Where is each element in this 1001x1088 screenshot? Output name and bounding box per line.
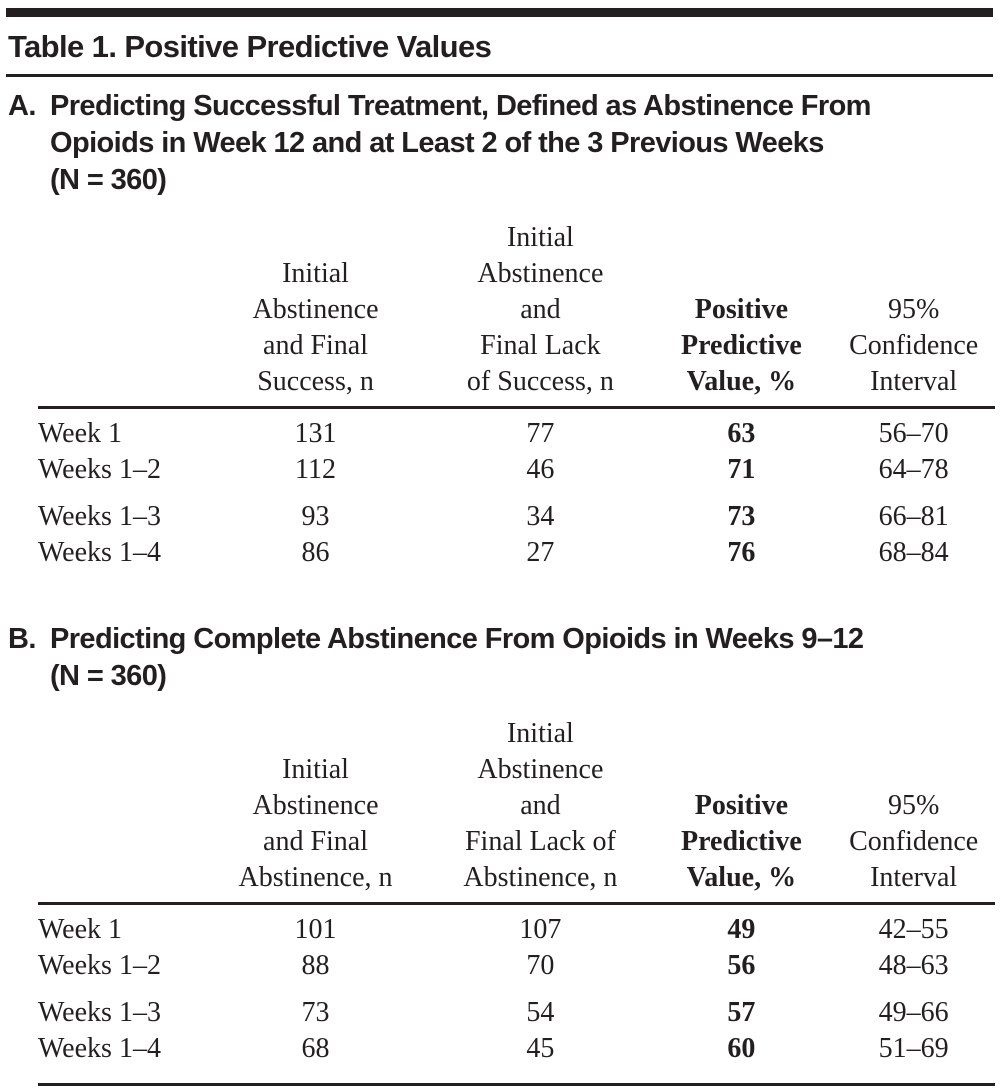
column-header-ppv: Positive Predictive Value, % [650, 716, 833, 905]
column-header-initial-lack: Initial Abstinence and Final Lack of Abs… [430, 716, 651, 905]
ci-cell: 42–55 [878, 914, 949, 945]
row-label-cell: Weeks 1–2 [38, 454, 161, 485]
initial-lack-cell: 46 [526, 454, 555, 485]
section-a-heading: A. Predicting Successful Treatment, Defi… [8, 88, 993, 199]
table-row: Weeks 1–4 68 45 60 51–69 [38, 1031, 995, 1085]
column-header-ci: 95% Confidence Interval [832, 716, 995, 905]
ppv-cell: 60 [727, 1033, 756, 1064]
section-b-header-row: Initial Abstinence and Final Abstinence,… [38, 716, 995, 905]
column-header-empty [38, 220, 201, 409]
initial-lack-cell: 27 [526, 537, 555, 568]
column-header-empty [38, 716, 201, 905]
title-divider-rule [6, 74, 993, 77]
ppv-cell: 76 [727, 537, 756, 568]
initial-final-cell: 112 [295, 454, 336, 485]
ppv-cell: 57 [727, 997, 756, 1028]
section-b-heading-text: Predicting Complete Abstinence From Opio… [50, 623, 864, 692]
initial-final-cell: 86 [301, 537, 330, 568]
column-header-initial-lack: Initial Abstinence and Final Lack of Suc… [430, 220, 651, 409]
table-row: Week 1 131 77 63 56–70 [38, 408, 995, 453]
table-row: Weeks 1–2 88 70 56 48–63 [38, 948, 995, 984]
row-label-cell: Week 1 [38, 914, 123, 945]
table-title: Table 1. Positive Predictive Values [8, 29, 492, 64]
ppv-cell: 71 [727, 454, 756, 485]
initial-final-cell: 73 [301, 997, 330, 1028]
column-header-ppv: Positive Predictive Value, % [650, 220, 833, 409]
initial-final-cell: 101 [294, 914, 337, 945]
initial-lack-cell: 107 [519, 914, 562, 945]
ci-cell: 48–63 [878, 950, 949, 981]
ci-cell: 68–84 [878, 537, 949, 568]
ppv-cell: 49 [727, 914, 756, 945]
column-header-initial-final: Initial Abstinence and Final Abstinence,… [200, 716, 431, 905]
initial-lack-cell: 70 [526, 950, 555, 981]
section-b-marker: B. [8, 623, 36, 655]
column-header-initial-final: Initial Abstinence and Final Success, n [200, 220, 431, 409]
row-label-cell: Weeks 1–2 [38, 950, 161, 981]
initial-final-cell: 93 [301, 501, 330, 532]
top-rule-bar [6, 8, 993, 17]
section-a-table: Initial Abstinence and Final Success, n … [38, 220, 995, 571]
section-a-heading-text: Predicting Successful Treatment, Defined… [50, 90, 871, 196]
row-label-cell: Weeks 1–3 [38, 997, 161, 1028]
table-row: Weeks 1–3 73 54 57 49–66 [38, 984, 995, 1031]
table-row: Weeks 1–2 112 46 71 64–78 [38, 452, 995, 488]
section-b-table: Initial Abstinence and Final Abstinence,… [38, 716, 995, 1086]
ci-cell: 64–78 [878, 454, 949, 485]
ci-cell: 56–70 [878, 418, 949, 449]
table-row: Weeks 1–3 93 34 73 66–81 [38, 488, 995, 535]
section-a-marker: A. [8, 90, 36, 122]
ppv-cell: 56 [727, 950, 756, 981]
row-label-cell: Weeks 1–4 [38, 1033, 161, 1064]
initial-lack-cell: 77 [526, 418, 555, 449]
row-label-cell: Weeks 1–4 [38, 537, 161, 568]
initial-final-cell: 131 [294, 418, 337, 449]
row-label-cell: Week 1 [38, 418, 123, 449]
table-row: Weeks 1–4 86 27 76 68–84 [38, 535, 995, 571]
section-b-heading: B. Predicting Complete Abstinence From O… [8, 621, 993, 695]
ppv-cell: 73 [727, 501, 756, 532]
column-header-ci: 95% Confidence Interval [832, 220, 995, 409]
initial-final-cell: 88 [301, 950, 330, 981]
ci-cell: 66–81 [878, 501, 949, 532]
ci-cell: 49–66 [878, 997, 949, 1028]
initial-final-cell: 68 [301, 1033, 330, 1064]
initial-lack-cell: 54 [526, 997, 555, 1028]
section-a-header-row: Initial Abstinence and Final Success, n … [38, 220, 995, 409]
row-label-cell: Weeks 1–3 [38, 501, 161, 532]
ppv-cell: 63 [727, 418, 756, 449]
initial-lack-cell: 45 [526, 1033, 555, 1064]
table-row: Week 1 101 107 49 42–55 [38, 904, 995, 949]
initial-lack-cell: 34 [526, 501, 555, 532]
ci-cell: 51–69 [878, 1033, 949, 1064]
